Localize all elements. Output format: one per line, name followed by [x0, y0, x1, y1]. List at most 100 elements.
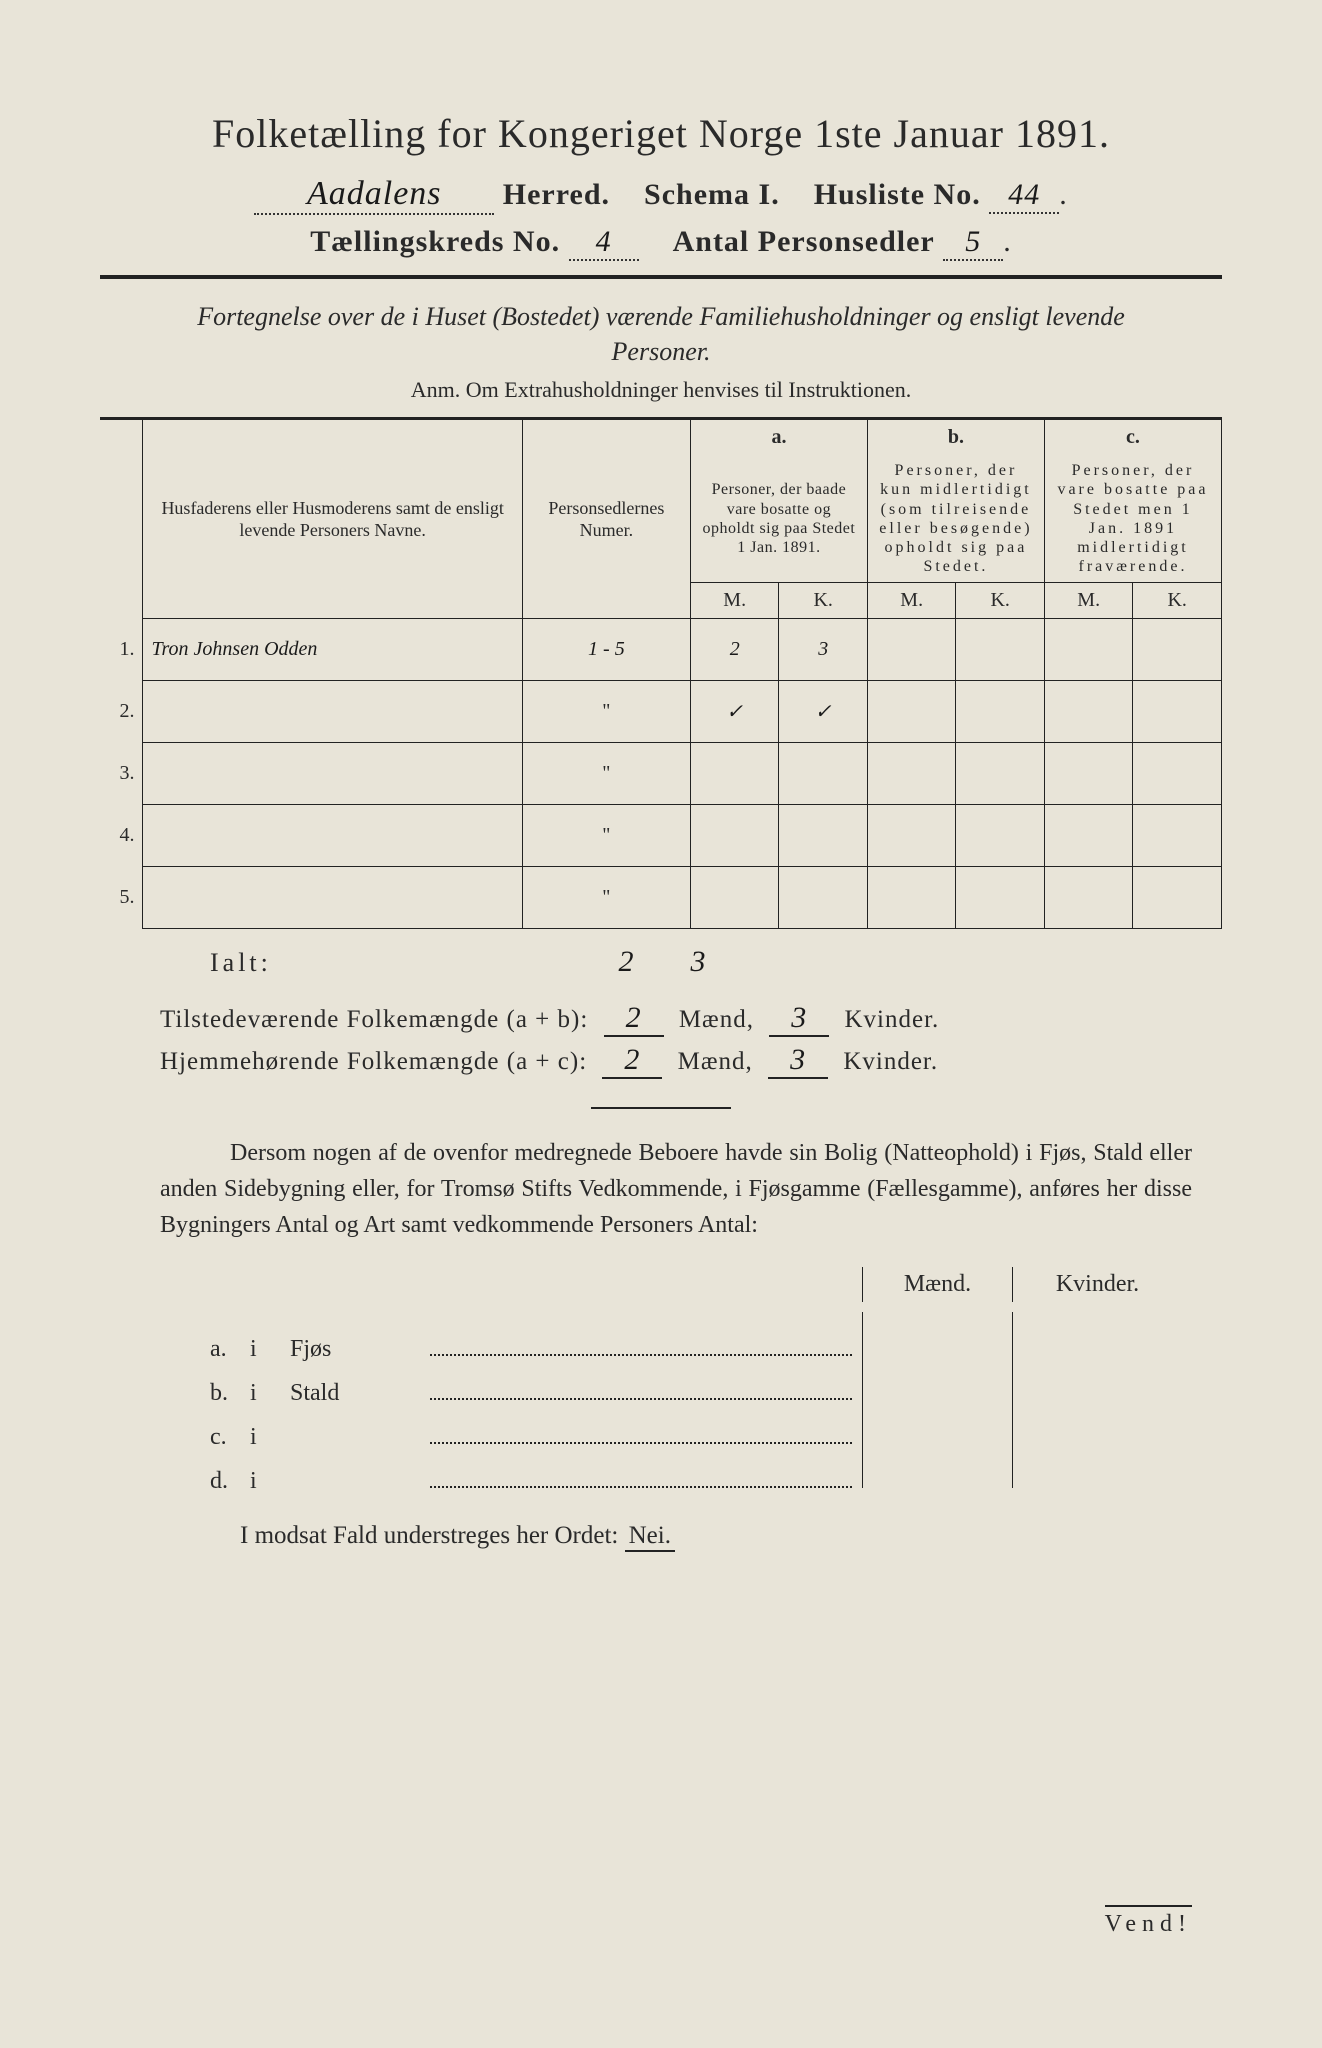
- row-number: 3.: [100, 743, 143, 805]
- name-cell: [143, 867, 522, 929]
- col-a-m: M.: [690, 583, 779, 619]
- col-c-text: Personer, der vare bosatte paa Stedet me…: [1053, 461, 1213, 576]
- bm-cell: [867, 805, 956, 867]
- ak-cell: [779, 743, 868, 805]
- summary2-k: 3: [768, 1043, 828, 1079]
- col-a-label: a.: [699, 426, 859, 449]
- col2-header: Personsedlernes Numer.: [531, 497, 682, 542]
- bm-cell: [867, 867, 956, 929]
- vsep-d2: [1012, 1444, 1182, 1488]
- let-d: d.: [210, 1468, 250, 1495]
- dots-c: [430, 1428, 852, 1444]
- ck-cell: [1133, 681, 1222, 743]
- short-divider: [591, 1107, 731, 1109]
- ak-cell: 3: [779, 619, 868, 681]
- label-b: Stald: [290, 1380, 430, 1407]
- kreds-label: Tællingskreds No.: [310, 225, 560, 258]
- col-b-label: b.: [876, 426, 1036, 449]
- col1-header: Husfaderens eller Husmoderens samt de en…: [151, 497, 513, 542]
- col-a-text: Personer, der baade vare bosatte og opho…: [699, 480, 859, 557]
- row-a: a. i Fjøs: [210, 1312, 1182, 1356]
- row-number: 1.: [100, 619, 143, 681]
- bm-cell: [867, 619, 956, 681]
- ck-cell: [1133, 867, 1222, 929]
- maend-col: Mænd.: [862, 1267, 1012, 1302]
- cm-cell: [1044, 743, 1133, 805]
- sedler-cell: 1 - 5: [522, 619, 690, 681]
- col-c-k: K.: [1133, 583, 1222, 619]
- table-row: 4.": [100, 805, 1222, 867]
- col-b-text: Personer, der kun midlertidigt (som tilr…: [876, 461, 1036, 576]
- intro-text: Fortegnelse over de i Huset (Bostedet) v…: [160, 299, 1162, 369]
- nei-line: I modsat Fald understreges her Ordet: Ne…: [240, 1522, 1222, 1552]
- let-b: b.: [210, 1380, 250, 1407]
- header-line-1: Aadalens Herred. Schema I. Husliste No. …: [100, 175, 1222, 215]
- summary1-k: 3: [769, 1001, 829, 1037]
- bk-cell: [956, 743, 1045, 805]
- table-row: 1.Tron Johnsen Odden1 - 523: [100, 619, 1222, 681]
- ialt-ak: 3: [662, 945, 734, 979]
- cm-cell: [1044, 805, 1133, 867]
- vsep-b2: [1012, 1356, 1182, 1400]
- divider: [100, 275, 1222, 279]
- label-a: Fjøs: [290, 1336, 430, 1363]
- anm-text: Anm. Om Extrahusholdninger henvises til …: [100, 377, 1222, 403]
- sedler-cell: ": [522, 743, 690, 805]
- ak-cell: [779, 867, 868, 929]
- vend-label: Vend!: [1105, 1905, 1192, 1938]
- vsep-b1: [862, 1356, 1012, 1400]
- sedler-cell: ": [522, 867, 690, 929]
- let-a: a.: [210, 1336, 250, 1363]
- am-cell: ✓: [690, 681, 779, 743]
- summary-line-2: Hjemmehørende Folkemængde (a + c): 2 Mæn…: [160, 1043, 1222, 1079]
- ialt-line: Ialt: 2 3: [210, 945, 1222, 979]
- kvinder-col: Kvinder.: [1012, 1267, 1182, 1302]
- name-cell: [143, 743, 522, 805]
- mk-header: Mænd. Kvinder.: [100, 1267, 1182, 1302]
- cm-cell: [1044, 619, 1133, 681]
- kreds-value: 4: [569, 225, 639, 261]
- col-a-k: K.: [779, 583, 868, 619]
- husliste-value: 44: [989, 178, 1059, 214]
- summary-line-1: Tilstedeværende Folkemængde (a + b): 2 M…: [160, 1001, 1222, 1037]
- vsep-d1: [862, 1444, 1012, 1488]
- census-table: Husfaderens eller Husmoderens samt de en…: [100, 417, 1222, 929]
- let-c: c.: [210, 1424, 250, 1451]
- summary1-m: 2: [604, 1001, 664, 1037]
- ak-cell: ✓: [779, 681, 868, 743]
- name-cell: Tron Johnsen Odden: [143, 619, 522, 681]
- col-b-k: K.: [956, 583, 1045, 619]
- table-row: 2."✓✓: [100, 681, 1222, 743]
- row-d: d. i: [210, 1444, 1182, 1488]
- vsep-c2: [1012, 1400, 1182, 1444]
- row-number: 2.: [100, 681, 143, 743]
- i-d: i: [250, 1468, 290, 1495]
- row-number: 4.: [100, 805, 143, 867]
- table-row: 5.": [100, 867, 1222, 929]
- nei-text: I modsat Fald understreges her Ordet:: [240, 1522, 618, 1549]
- kvinder-label: Kvinder.: [844, 1006, 939, 1033]
- ck-cell: [1133, 619, 1222, 681]
- i-a: i: [250, 1336, 290, 1363]
- dots-d: [430, 1472, 852, 1488]
- am-cell: [690, 867, 779, 929]
- sedler-cell: ": [522, 681, 690, 743]
- ck-cell: [1133, 743, 1222, 805]
- am-cell: 2: [690, 619, 779, 681]
- col-b-m: M.: [867, 583, 956, 619]
- bk-cell: [956, 681, 1045, 743]
- antal-label: Antal Personsedler: [673, 225, 935, 258]
- am-cell: [690, 805, 779, 867]
- maend-label2: Mænd,: [678, 1048, 753, 1075]
- bk-cell: [956, 867, 1045, 929]
- schema-label: Schema I.: [644, 178, 780, 211]
- bk-cell: [956, 805, 1045, 867]
- i-c: i: [250, 1424, 290, 1451]
- antal-value: 5: [943, 225, 1003, 261]
- herred-label: Herred.: [503, 178, 610, 211]
- am-cell: [690, 743, 779, 805]
- summary2-m: 2: [602, 1043, 662, 1079]
- vsep-c1: [862, 1400, 1012, 1444]
- vsep-a2: [1012, 1312, 1182, 1356]
- cm-cell: [1044, 867, 1133, 929]
